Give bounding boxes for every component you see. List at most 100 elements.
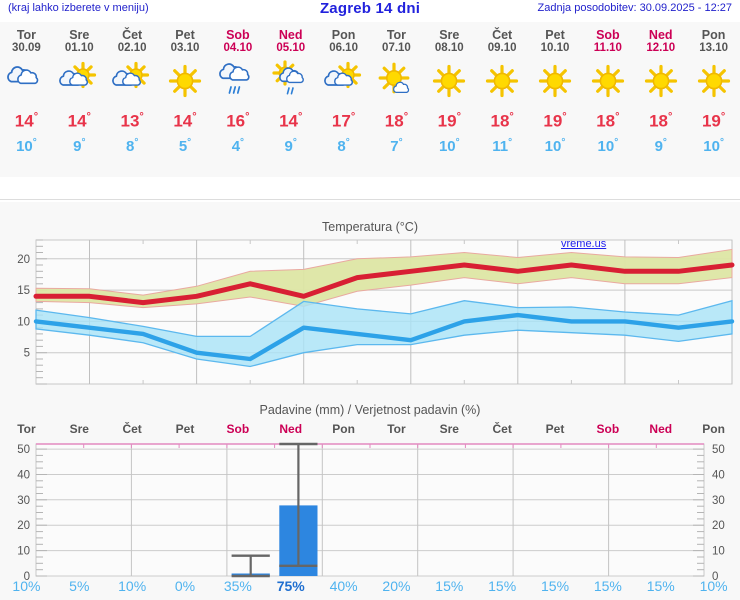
degree-symbol: °: [720, 111, 726, 123]
day-date: 06.10: [329, 42, 358, 54]
day-date: 04.10: [223, 42, 253, 54]
site-watermark[interactable]: vreme.us: [561, 238, 607, 250]
min-temperature: 7°: [370, 134, 423, 156]
sun-icon: [634, 61, 687, 101]
day-column: Sre 01.10 14° 9°: [53, 22, 106, 177]
min-temperature-value: 8: [337, 137, 346, 155]
sun-cloud-icon: [106, 61, 159, 101]
cloud-rain-icon: [211, 61, 264, 101]
precipitation-day-label: Tor: [387, 422, 406, 436]
precipitation-day-label: Pon: [702, 422, 725, 436]
degree-symbol: °: [350, 111, 356, 123]
sun-icon: [529, 61, 582, 101]
min-temperature-value: 10: [703, 137, 720, 155]
sun-cloud-icon: [53, 61, 106, 101]
min-temperature-value: 10: [544, 137, 562, 155]
precipitation-panel: Padavine (mm) / Verjetnost padavin (%) T…: [0, 396, 740, 600]
max-temperature: 17°: [317, 107, 370, 132]
min-temperature-value: 9: [654, 137, 663, 155]
degree-symbol: °: [662, 136, 667, 148]
day-name: Sre: [439, 28, 460, 42]
svg-text:40: 40: [712, 470, 725, 482]
degree-symbol: °: [139, 111, 144, 123]
max-temperature-value: 19: [437, 111, 457, 131]
min-temperature-value: 11: [492, 137, 509, 155]
precipitation-probability-row: 10% 5% 10% 0% 35% 75% 40% 20% 15% 15% 15% 15% 15% 10%: [0, 578, 740, 598]
precipitation-probability: 10%: [12, 578, 41, 594]
max-temperature: 14°: [159, 107, 212, 132]
max-temperature: 14°: [0, 107, 53, 132]
max-temperature: 18°: [370, 107, 423, 132]
precipitation-probability: 0%: [174, 578, 196, 594]
day-column: Tor 07.10 18° 7°: [370, 22, 423, 177]
day-column: Čet 02.10 13° 8°: [106, 22, 159, 177]
min-temperature: 10°: [529, 134, 582, 156]
sun-icon: [581, 61, 634, 101]
panel-divider: [0, 199, 740, 200]
max-temperature-value: 16: [226, 111, 246, 131]
temperature-chart-title: Temperatura (°C): [0, 220, 740, 234]
precipitation-probability: 5%: [69, 578, 90, 594]
degree-symbol: °: [719, 136, 724, 148]
max-temperature-value: 17: [331, 111, 351, 131]
min-temperature: 8°: [106, 134, 159, 156]
degree-symbol: °: [455, 136, 460, 148]
day-column: Sob 04.10 16° 4°: [211, 22, 264, 177]
day-name: Sob: [226, 28, 250, 42]
page-header: (kraj lahko izberete v meniju) Zagreb 14…: [0, 0, 740, 20]
day-name: Tor: [386, 28, 407, 42]
min-temperature-value: 10: [438, 137, 456, 155]
day-column: Sre 08.10 19° 10°: [423, 22, 476, 177]
precipitation-day-label: Ned: [279, 422, 303, 436]
sun-icon: [423, 61, 476, 101]
degree-symbol: °: [32, 136, 37, 148]
degree-symbol: °: [668, 111, 673, 123]
sun-cloud-icon: [317, 61, 370, 101]
day-column: Pet 03.10 14° 5°: [159, 22, 212, 177]
max-temperature: 16°: [211, 107, 264, 132]
day-name: Pet: [545, 28, 565, 42]
sun-icon: [687, 61, 740, 101]
degree-symbol: °: [403, 111, 409, 123]
svg-text:20: 20: [17, 520, 30, 532]
day-column: Tor 30.09 14° 10°: [0, 22, 53, 177]
precipitation-chart-title: Padavine (mm) / Verjetnost padavin (%): [259, 403, 481, 417]
day-date: 03.10: [170, 42, 200, 54]
sun-small-cloud-icon: [370, 61, 423, 101]
degree-symbol: °: [398, 136, 403, 148]
degree-symbol: °: [86, 111, 91, 123]
svg-text:20: 20: [712, 520, 725, 532]
svg-text:5: 5: [24, 348, 30, 360]
max-temperature-value: 14: [67, 111, 87, 131]
strip-divider: [0, 177, 740, 178]
max-temperature-value: 14: [279, 111, 298, 131]
day-name: Pet: [175, 28, 195, 42]
day-name: Sre: [69, 28, 90, 42]
precipitation-day-labels: Tor Sre Čet Pet Sob Ned Pon Tor Sre Čet Pet Sob Ned P…: [0, 422, 740, 438]
day-column: Pon 06.10 17° 8°: [317, 22, 370, 177]
min-temperature-value: 4: [231, 137, 241, 155]
temperature-chart: 5 10 15 20: [17, 239, 735, 385]
day-name: Ned: [278, 28, 303, 42]
precipitation-probability: 15%: [541, 578, 570, 594]
max-temperature-value: 14: [14, 111, 34, 131]
day-date: 09.10: [487, 42, 517, 54]
day-date: 13.10: [699, 42, 728, 54]
day-date: 01.10: [64, 42, 94, 54]
min-temperature-value: 10: [16, 137, 33, 155]
precipitation-probability: 75%: [276, 578, 305, 594]
cloudy-icon: [0, 61, 53, 101]
min-temperature-value: 9: [73, 137, 82, 155]
day-name: Tor: [16, 28, 37, 42]
max-temperature: 14°: [53, 107, 106, 132]
precipitation-probability: 10%: [699, 578, 728, 594]
min-temperature-value: 10: [597, 137, 615, 155]
max-temperature-value: 18: [596, 111, 616, 131]
precipitation-day-label: Tor: [17, 422, 36, 436]
precipitation-day-label: Ned: [649, 422, 673, 436]
svg-text:20: 20: [17, 254, 30, 266]
degree-symbol: °: [345, 136, 350, 148]
min-temperature: 11°: [476, 134, 529, 156]
min-temperature: 9°: [53, 134, 106, 156]
min-temperature: 9°: [634, 134, 687, 156]
